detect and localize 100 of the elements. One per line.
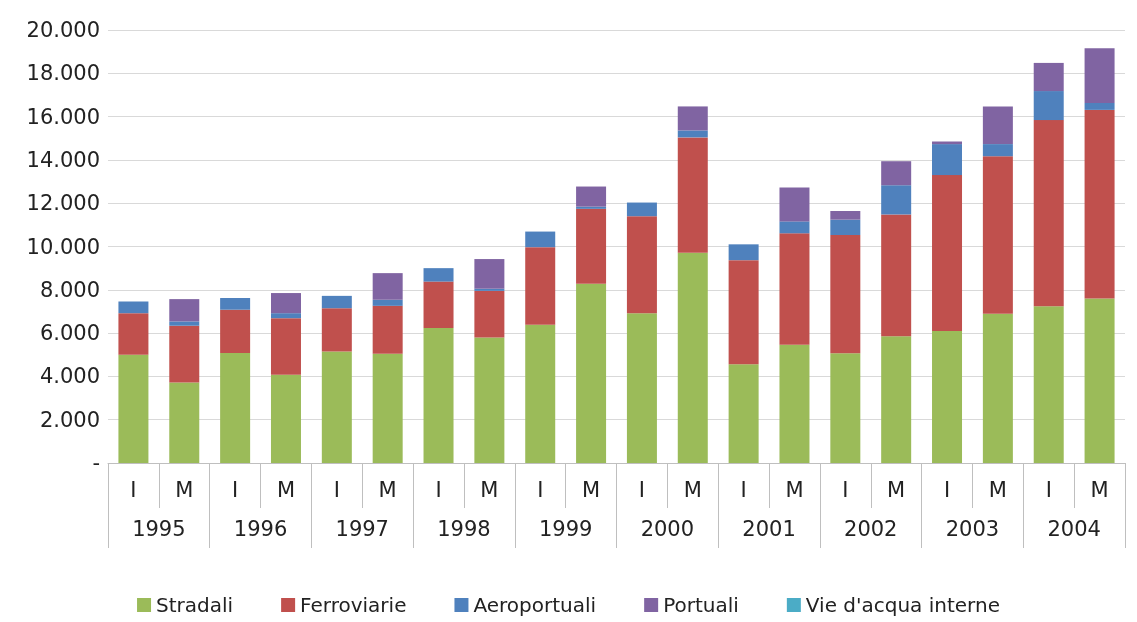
y-tick-label: 10.000 — [26, 234, 100, 259]
bar — [1084, 102, 1115, 110]
y-tick-label: 4.000 — [39, 364, 100, 389]
x-tick-label: M — [276, 477, 296, 502]
bar — [1033, 62, 1064, 92]
text: 1995 — [132, 516, 186, 541]
x-tick-label: M — [582, 477, 601, 502]
y-tick-label: 18.000 — [26, 61, 100, 86]
bar — [474, 337, 505, 463]
x-tick-label: I — [537, 477, 544, 502]
bar — [982, 156, 1013, 314]
legend-label: Stradali — [156, 593, 234, 617]
bar — [830, 353, 861, 463]
bar — [169, 325, 200, 383]
bar — [525, 324, 556, 463]
legend-label: Vie d'acqua interne — [805, 593, 1000, 617]
text: 1997 — [335, 516, 389, 541]
text: 2002 — [844, 516, 898, 541]
bar — [932, 144, 963, 176]
text: 1998 — [437, 516, 491, 541]
x-tick-label: M — [887, 477, 906, 502]
bar — [525, 247, 556, 325]
x-tick-label: M — [988, 477, 1007, 502]
bar — [1084, 48, 1115, 103]
bar — [576, 206, 607, 209]
x-tick-label: I — [232, 477, 239, 502]
bar — [576, 186, 607, 207]
x-tick-label: I — [1045, 477, 1052, 502]
y-tick-label: 6.000 — [39, 321, 100, 346]
y-tick-label: 12.000 — [26, 191, 100, 216]
x-tick-label: M — [1090, 477, 1109, 502]
bar — [220, 309, 251, 354]
bar — [474, 259, 505, 289]
bar — [372, 299, 403, 306]
bar — [118, 313, 149, 355]
x-tick-label: M — [175, 477, 194, 502]
bar — [779, 233, 810, 345]
bar — [677, 137, 708, 253]
text: 2001 — [742, 516, 796, 541]
bar — [728, 244, 759, 261]
x-tick-label: I — [740, 477, 747, 502]
bar — [677, 106, 708, 131]
bar — [270, 318, 301, 375]
bar — [169, 299, 200, 322]
bar — [932, 141, 963, 145]
text: 1996 — [233, 516, 288, 541]
bar — [169, 382, 200, 463]
bar — [830, 210, 861, 220]
y-tick-label: 2.000 — [39, 407, 100, 432]
legend-label: Ferroviarie — [300, 593, 407, 617]
bar — [626, 202, 657, 217]
bar — [169, 321, 200, 326]
x-tick-label: I — [638, 477, 646, 502]
bar — [423, 268, 454, 282]
bar — [932, 175, 963, 331]
bar — [372, 273, 403, 300]
bar — [1084, 298, 1115, 463]
bar — [270, 293, 301, 314]
y-tick-label: - — [92, 451, 100, 475]
bar — [220, 353, 251, 463]
bar — [779, 221, 810, 234]
bar — [118, 301, 149, 314]
x-tick-label: M — [683, 477, 702, 502]
bar — [1033, 120, 1064, 307]
bar — [1033, 306, 1064, 463]
bar — [830, 219, 861, 236]
bar — [474, 288, 505, 291]
y-tick-label: 8.000 — [39, 277, 100, 302]
bar — [576, 283, 607, 463]
bar — [321, 295, 352, 309]
bar — [982, 144, 1013, 157]
bar — [423, 281, 454, 329]
bar — [830, 235, 861, 354]
bar — [881, 161, 912, 186]
bar — [728, 260, 759, 365]
bar — [220, 298, 251, 310]
bar — [1084, 109, 1115, 299]
text: 2003 — [945, 516, 1000, 541]
bar — [423, 328, 454, 463]
x-tick-label: I — [130, 477, 137, 502]
bar — [270, 313, 301, 319]
bar — [881, 336, 912, 463]
x-tick-label: I — [333, 477, 340, 502]
x-tick-label: M — [785, 477, 804, 502]
y-tick-label: 14.000 — [26, 147, 100, 172]
bar — [677, 252, 708, 463]
y-tick-label: 20.000 — [26, 18, 100, 42]
bar — [677, 130, 708, 138]
bar — [881, 185, 912, 215]
bar — [779, 187, 810, 222]
bar — [321, 351, 352, 463]
bar — [626, 216, 657, 314]
x-tick-label: I — [943, 477, 951, 502]
bar — [728, 364, 759, 463]
bar — [270, 374, 301, 463]
bar — [118, 354, 149, 463]
bar — [932, 330, 963, 463]
bar — [372, 353, 403, 463]
bar — [474, 290, 505, 338]
bar — [372, 305, 403, 354]
